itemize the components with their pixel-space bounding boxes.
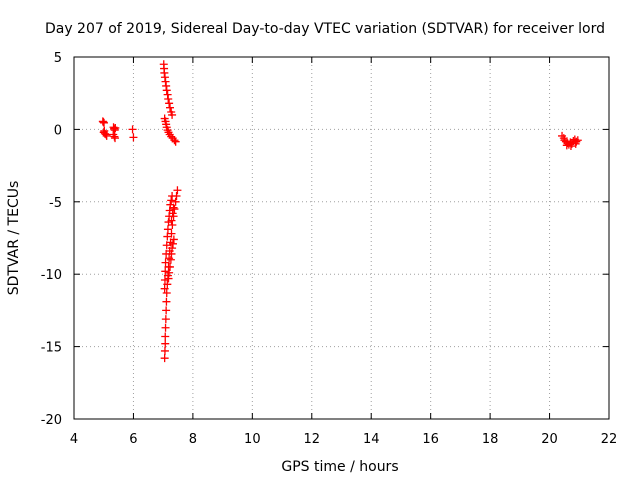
data-point-marker — [161, 339, 170, 348]
data-point-marker — [171, 137, 180, 146]
data-point-marker — [562, 141, 571, 150]
data-point-marker — [166, 262, 175, 271]
data-point-marker — [162, 306, 171, 315]
data-point-marker — [165, 254, 174, 263]
x-tick-label: 4 — [70, 432, 78, 447]
data-point-marker — [161, 332, 170, 341]
chart-title: Day 207 of 2019, Sidereal Day-to-day VTE… — [45, 21, 605, 37]
x-tick-label: 6 — [129, 432, 137, 447]
x-tick-label: 16 — [422, 432, 439, 447]
data-point-marker — [100, 118, 109, 127]
data-point-marker — [164, 94, 173, 103]
data-point-marker — [161, 258, 170, 267]
data-point-marker — [566, 142, 575, 151]
data-point-marker — [129, 133, 138, 142]
data-point-marker — [111, 123, 120, 132]
y-tick-labels: 5 0 -5 -10 -15 -20 — [41, 51, 62, 428]
data-point-marker — [166, 103, 175, 112]
data-point-marker — [160, 346, 169, 355]
data-point-marker — [163, 232, 172, 241]
x-tick-label: 10 — [244, 432, 261, 447]
x-tick-label: 20 — [541, 432, 558, 447]
data-point-marker — [168, 239, 177, 248]
data-point-marker — [162, 241, 171, 250]
y-tick-label: -20 — [41, 413, 62, 428]
data-point-marker — [170, 136, 179, 145]
axis-ticks — [73, 56, 610, 420]
plot-frame — [73, 56, 610, 420]
data-point-marker — [173, 186, 182, 195]
data-point-marker — [162, 289, 171, 298]
data-point-marker — [167, 196, 176, 205]
grid-lines — [74, 57, 609, 419]
x-tick-label: 18 — [482, 432, 499, 447]
x-tick-label: 8 — [189, 432, 197, 447]
data-point-marker — [165, 99, 174, 108]
data-point-marker — [170, 205, 179, 214]
data-point-marker — [102, 131, 111, 140]
data-points — [98, 60, 582, 363]
x-axis-label: GPS time / hours — [281, 459, 398, 475]
data-point-marker — [162, 297, 171, 306]
data-point-marker — [160, 284, 169, 293]
data-point-marker — [111, 134, 120, 143]
y-tick-label: -15 — [41, 341, 62, 356]
x-tick-label: 12 — [304, 432, 321, 447]
x-tick-labels: 4 6 8 10 12 14 16 18 20 22 — [70, 432, 617, 447]
data-point-marker — [168, 192, 177, 201]
data-point-marker — [169, 235, 178, 244]
data-point-marker — [163, 225, 172, 234]
data-point-marker — [165, 268, 174, 277]
data-point-marker — [163, 280, 172, 289]
data-point-marker — [171, 197, 180, 206]
data-point-marker — [167, 229, 176, 238]
data-point-marker — [161, 267, 170, 276]
y-axis-label: SDTVAR / TECUs — [6, 181, 22, 296]
y-tick-label: 0 — [54, 123, 62, 138]
data-point-marker — [160, 354, 169, 363]
data-point-marker — [160, 275, 169, 284]
data-point-marker — [168, 110, 177, 119]
x-tick-label: 14 — [363, 432, 380, 447]
y-tick-label: -5 — [49, 196, 62, 211]
data-point-marker — [169, 203, 178, 212]
data-point-marker — [571, 139, 580, 148]
y-tick-label: -10 — [41, 268, 62, 283]
x-tick-label: 22 — [601, 432, 618, 447]
y-tick-label: 5 — [54, 51, 62, 66]
data-point-marker — [168, 244, 177, 253]
data-point-marker — [162, 86, 171, 95]
data-point-marker — [161, 315, 170, 324]
data-point-marker — [128, 125, 137, 134]
data-point-marker — [167, 216, 176, 225]
data-point-marker — [161, 323, 170, 332]
data-point-marker — [168, 209, 177, 218]
